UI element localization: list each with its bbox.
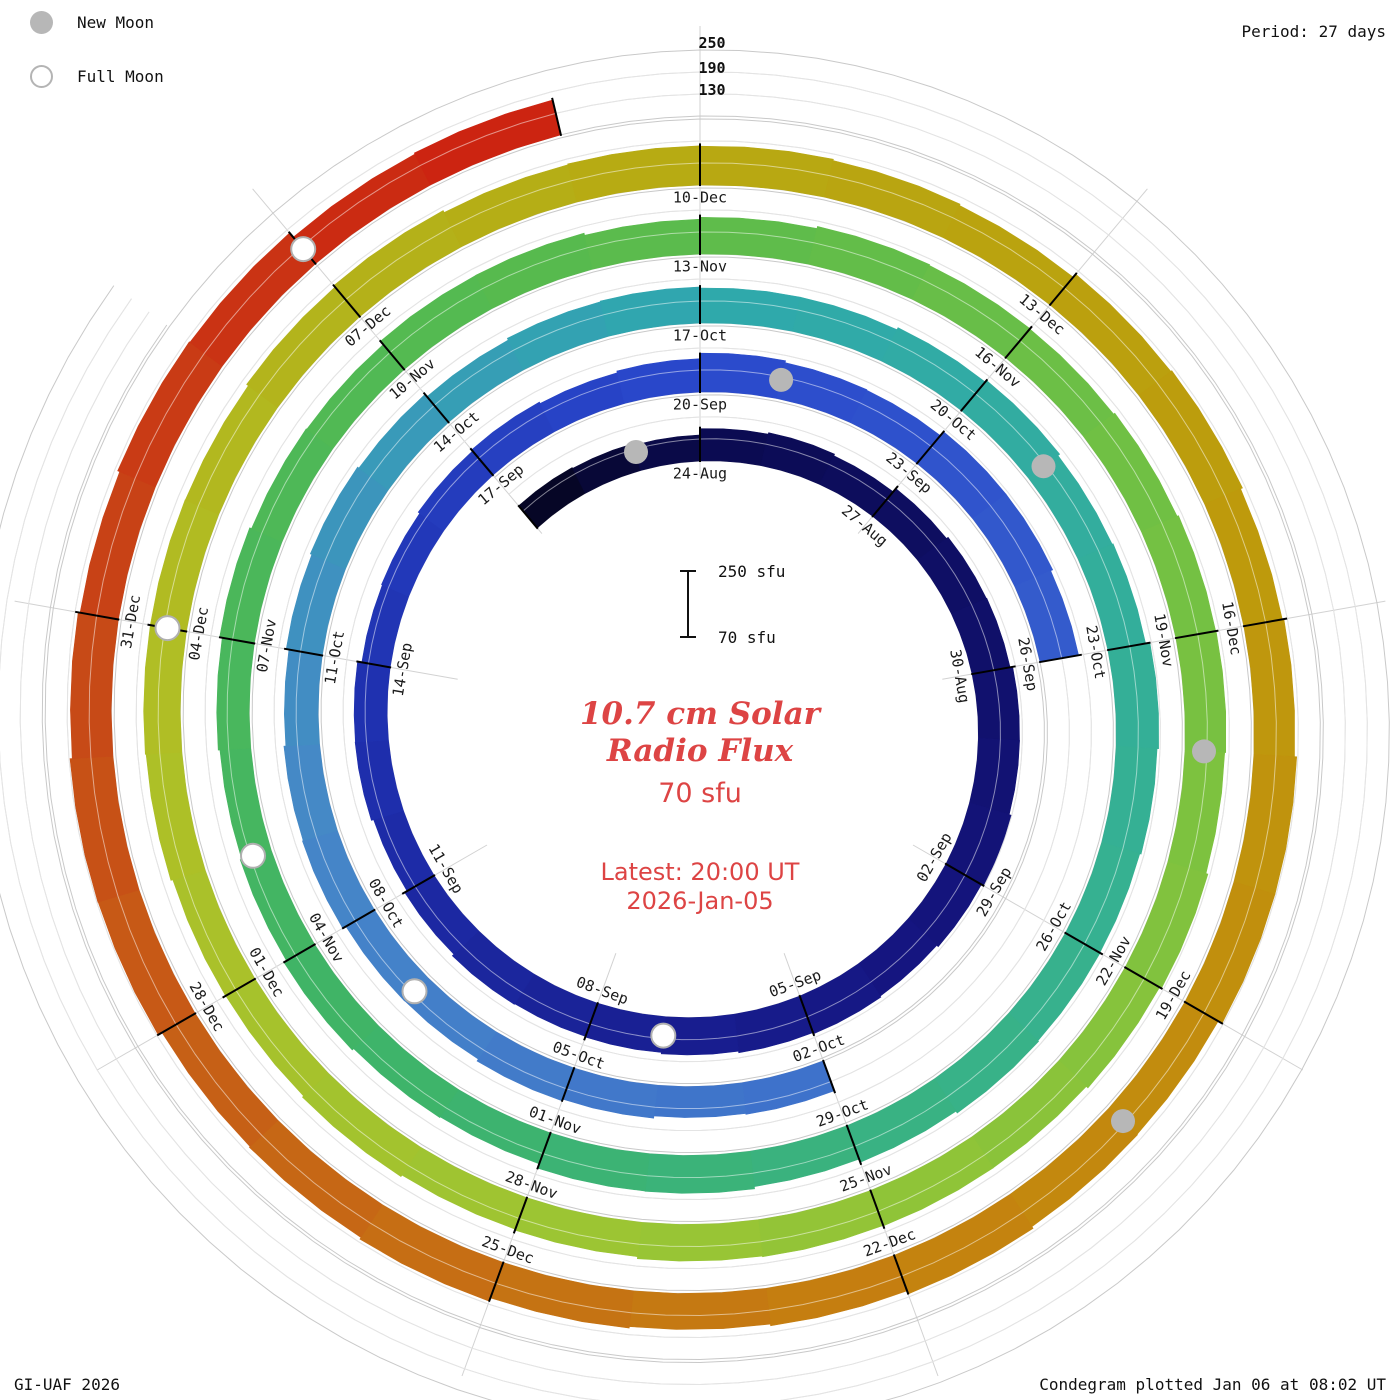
new-moon-icon <box>30 10 53 34</box>
svg-text:13-Nov: 13-Nov <box>673 258 727 276</box>
svg-text:10-Dec: 10-Dec <box>673 189 727 207</box>
plotted-timestamp-label: Condegram plotted Jan 06 at 08:02 UT <box>1039 1375 1386 1394</box>
period-label: Period: 27 days <box>1241 22 1387 41</box>
radial-axis-tick-130: 130 <box>698 81 726 99</box>
full-moon-label: Full Moon <box>77 66 164 86</box>
legend-new-moon: New Moon <box>30 8 164 36</box>
latest-flux-value: 70 sfu <box>658 778 742 809</box>
latest-date-label: 2026-Jan-05 <box>626 887 774 915</box>
radial-axis-tick-250: 250 <box>698 34 726 52</box>
latest-observation: Latest: 20:00 UT 2026-Jan-05 <box>400 858 1000 916</box>
radial-axis-tick-190: 190 <box>698 59 726 77</box>
moon-legend: New Moon Full Moon <box>30 8 164 116</box>
flux-scale-bar: 250 sfu 70 sfu <box>680 562 785 647</box>
full-moon-icon <box>30 64 53 88</box>
chart-title-line1: 10.7 cm Solar <box>579 696 821 732</box>
svg-text:24-Aug: 24-Aug <box>673 465 727 483</box>
legend-full-moon: Full Moon <box>30 62 164 90</box>
svg-text:20-Sep: 20-Sep <box>673 396 727 414</box>
credit-label: GI-UAF 2026 <box>14 1375 120 1394</box>
svg-text:17-Oct: 17-Oct <box>673 327 727 345</box>
new-moon-label: New Moon <box>77 12 155 32</box>
chart-title: 10.7 cm Solar Radio Flux <box>400 696 1000 770</box>
chart-title-line2: Radio Flux <box>606 733 794 769</box>
scale-bar-max-label: 250 sfu <box>718 562 785 581</box>
latest-time-label: Latest: 20:00 UT <box>600 858 800 886</box>
scale-bar-min-label: 70 sfu <box>718 628 776 647</box>
